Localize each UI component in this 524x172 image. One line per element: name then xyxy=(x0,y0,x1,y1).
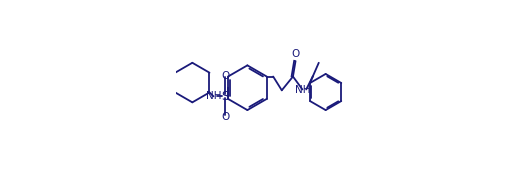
Text: NH: NH xyxy=(206,91,221,101)
Text: S: S xyxy=(221,90,228,103)
Text: O: O xyxy=(221,112,229,122)
Text: NH: NH xyxy=(294,85,310,95)
Text: O: O xyxy=(291,49,300,59)
Text: O: O xyxy=(221,71,229,81)
